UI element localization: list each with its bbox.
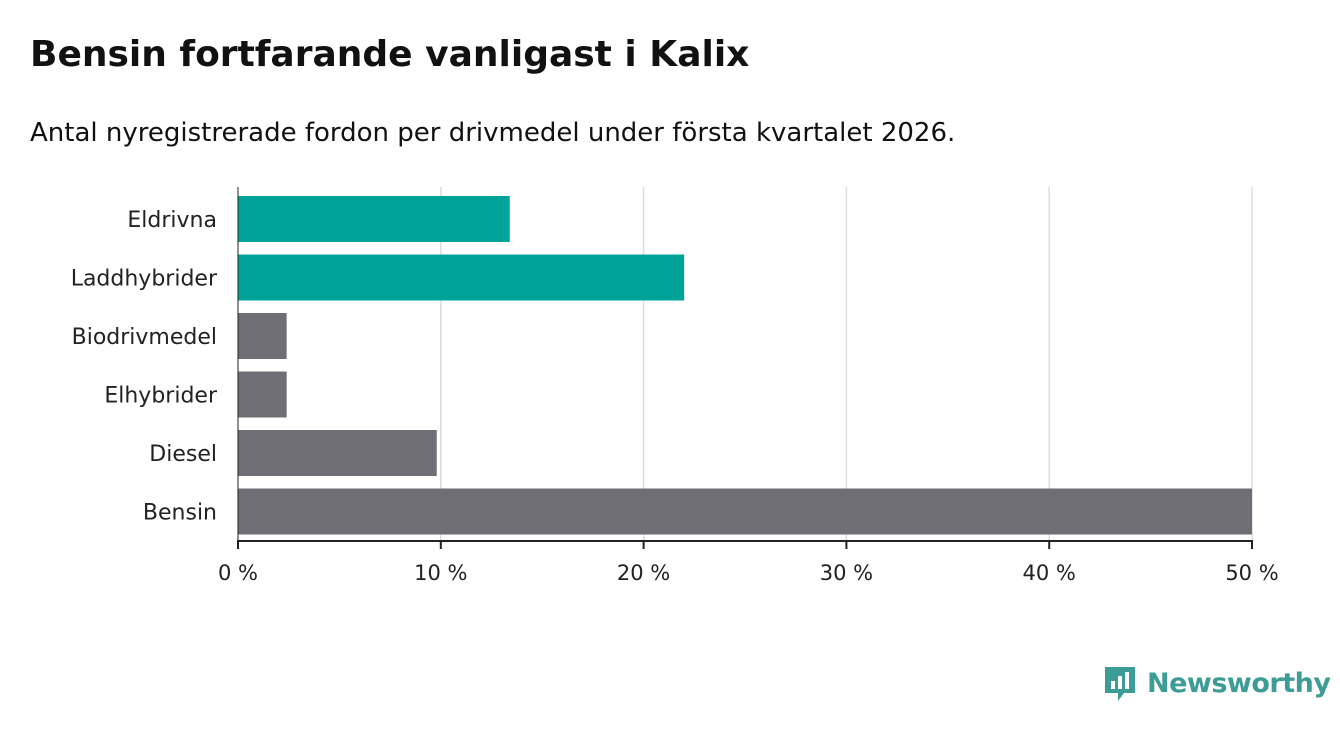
bar-laddhybrider[interactable] bbox=[238, 254, 685, 301]
newsworthy-logo[interactable]: Newsworthy bbox=[1103, 662, 1331, 704]
x-tick-label: 20 % bbox=[617, 561, 670, 585]
chart-title: Bensin fortfarande vanligast i Kalix bbox=[30, 34, 750, 75]
x-tick-label: 10 % bbox=[414, 561, 467, 585]
bar-diesel[interactable] bbox=[238, 430, 437, 476]
category-label: Biodrivmedel bbox=[72, 325, 217, 350]
bar-chart-logo-icon bbox=[1105, 667, 1135, 701]
bar-bensin[interactable] bbox=[238, 488, 1252, 535]
brand-name: Newsworthy bbox=[1147, 667, 1331, 699]
bar-biodrivmedel[interactable] bbox=[238, 313, 287, 359]
category-label: Laddhybrider bbox=[71, 267, 218, 292]
category-label: Elhybrider bbox=[104, 384, 218, 409]
bar-elhybrider[interactable] bbox=[238, 371, 287, 418]
category-label: Diesel bbox=[149, 442, 217, 467]
x-tick-label: 30 % bbox=[820, 561, 873, 585]
chart-subtitle: Antal nyregistrerade fordon per drivmede… bbox=[30, 118, 956, 148]
x-tick-label: 40 % bbox=[1023, 561, 1076, 585]
category-label: Bensin bbox=[143, 501, 217, 526]
bar-eldrivna[interactable] bbox=[238, 196, 510, 242]
x-tick-label: 0 % bbox=[218, 561, 258, 585]
category-label: Eldrivna bbox=[127, 208, 217, 233]
x-tick-label: 50 % bbox=[1225, 561, 1278, 585]
